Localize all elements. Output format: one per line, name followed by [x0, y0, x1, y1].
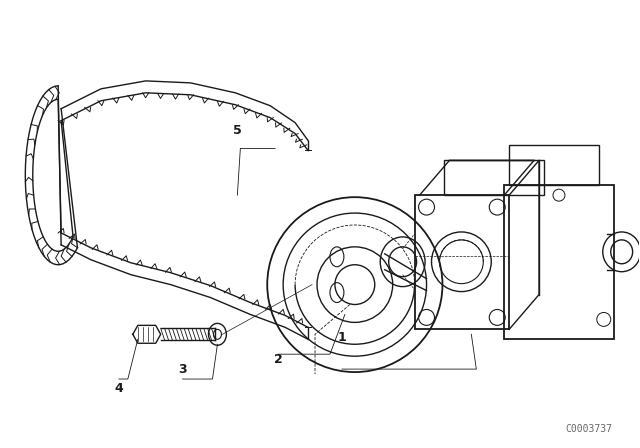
- Bar: [504, 185, 614, 339]
- Bar: [444, 160, 544, 195]
- Bar: [415, 195, 509, 329]
- Text: 2: 2: [274, 353, 282, 366]
- Text: 1: 1: [337, 331, 346, 344]
- Text: 3: 3: [179, 362, 187, 375]
- Text: C0003737: C0003737: [565, 424, 612, 434]
- Text: 4: 4: [115, 383, 124, 396]
- Bar: [509, 146, 599, 185]
- Text: 5: 5: [233, 124, 242, 137]
